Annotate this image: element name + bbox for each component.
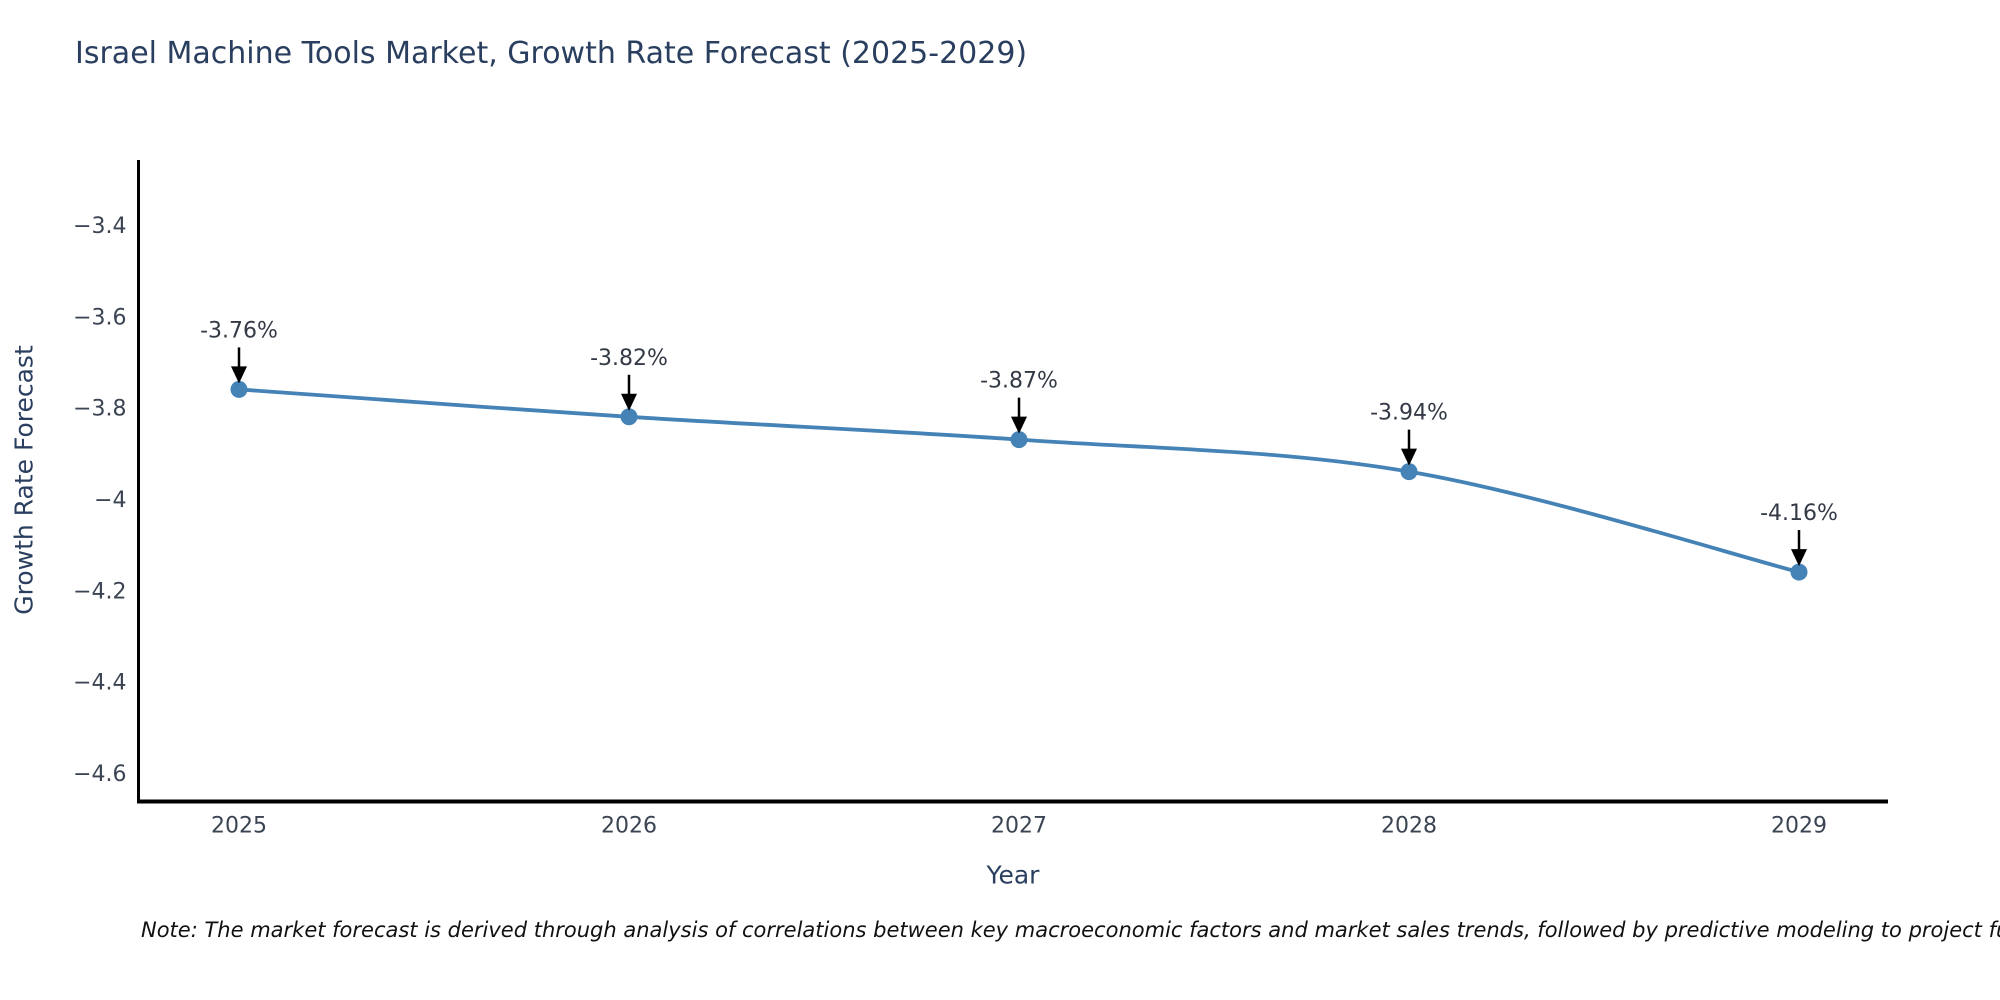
x-axis-title: Year [986,860,1040,890]
annotation-arrowhead-icon [1401,448,1417,466]
y-tick-label: −4.6 [73,762,126,787]
data-point [230,380,248,398]
data-point-label: -3.87% [980,369,1058,394]
data-point-label: -4.16% [1760,501,1838,526]
y-tick-label: −4.2 [73,579,126,604]
x-tick-label: 2027 [991,814,1047,839]
y-tick-label: −3.4 [73,214,126,239]
data-point-label: -3.82% [590,346,668,371]
x-tick-label: 2029 [1771,814,1827,839]
data-point [1400,463,1418,481]
annotation-arrowhead-icon [231,366,247,384]
data-point [1010,431,1028,449]
y-tick-label: −3.6 [73,305,126,330]
annotation-arrowhead-icon [1011,416,1027,434]
x-tick-label: 2028 [1381,814,1437,839]
footnote: Note: The market forecast is derived thr… [141,918,2000,942]
data-point-label: -3.76% [200,318,278,343]
x-tick-label: 2025 [211,814,267,839]
data-point [620,408,638,426]
chart-title: Israel Machine Tools Market, Growth Rate… [75,36,1028,71]
annotation-arrowhead-icon [1791,549,1807,567]
y-tick-label: −4.4 [73,671,126,696]
y-tick-label: −4 [94,488,126,513]
annotation-arrowhead-icon [621,393,637,411]
data-point [1790,563,1808,581]
y-axis-title: Growth Rate Forecast [9,345,39,615]
y-tick-label: −3.8 [73,397,126,422]
data-point-label: -3.94% [1370,401,1448,426]
x-tick-label: 2026 [601,814,657,839]
